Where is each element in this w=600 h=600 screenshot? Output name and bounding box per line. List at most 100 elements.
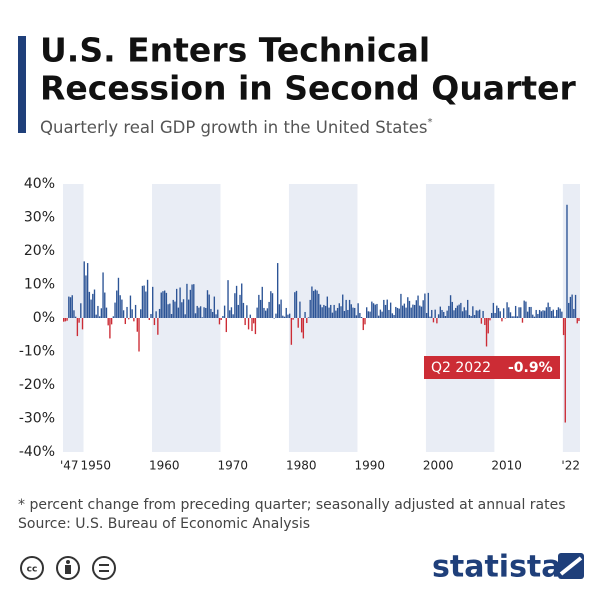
bar [78,318,80,323]
bar [518,307,520,318]
bar [246,305,248,318]
bar [302,318,305,339]
bar [343,310,346,318]
bar [504,318,507,319]
bar [312,290,315,318]
y-tick-label: 10% [24,277,55,293]
bar [345,299,347,318]
subtitle-mark: * [428,117,433,128]
bar [232,314,234,318]
bar [64,318,67,322]
bar [112,316,115,318]
bar [395,306,397,318]
bar [391,313,394,318]
bar [455,307,457,318]
chart-title: Recession in Second Quarter [40,69,577,108]
bar [559,308,561,318]
bar [307,317,310,318]
bar [98,316,101,318]
bar [419,305,421,318]
bar [538,309,541,318]
bar [242,302,245,318]
bar [251,318,253,332]
bar [249,314,251,318]
bar [316,290,318,318]
bar [470,315,472,318]
bar [557,307,560,318]
bar [574,294,577,318]
bar [396,307,399,318]
bar [263,307,265,318]
y-tick-label: -30% [19,411,55,427]
bar [331,312,334,318]
bar [283,316,286,318]
license-icons: cc [20,556,116,580]
bar [417,295,419,318]
bar [398,308,400,318]
bar [288,313,291,318]
brand-logo: statista [432,550,562,585]
bar [152,286,154,318]
y-tick-label: 0% [33,310,55,326]
bar [448,305,450,318]
bar [241,283,243,318]
bar [80,303,82,318]
bar [215,314,217,318]
bar [150,313,152,318]
bar [362,318,364,331]
bar [155,311,157,318]
bar [383,299,385,318]
bar [460,302,462,318]
bar [278,304,281,318]
x-tick-label: 1960 [149,459,180,473]
bar [172,299,174,318]
bar [544,310,546,318]
bar [138,318,140,352]
bar [193,284,195,318]
bar [485,318,488,347]
bar [427,292,430,318]
bar [425,312,428,318]
bar [247,318,250,330]
bar [271,293,274,318]
bar [347,309,349,318]
bar [162,291,164,318]
bar [372,303,375,318]
bar [222,315,224,318]
bar [360,316,363,318]
bar [350,304,352,318]
bar [537,313,539,318]
bar [124,318,126,325]
bar [170,313,173,318]
bar [229,310,231,318]
bar [443,311,445,318]
bar [167,304,169,318]
bar [68,296,70,318]
bar [482,310,484,318]
bar [388,309,390,318]
bar [547,302,549,318]
bar [237,304,239,318]
bar [211,311,214,318]
bar [220,318,222,321]
bar [63,318,65,322]
bar [223,305,226,318]
bar [254,318,257,335]
bar [88,291,91,318]
chart-title: U.S. Enters Technical [40,31,430,70]
bar [413,304,416,318]
bar [497,307,500,318]
x-tick-label: 1970 [217,459,248,473]
bar [352,307,354,318]
bar [81,318,84,330]
bar [468,314,471,318]
bar [342,294,344,318]
bar [177,307,180,318]
bar [364,318,366,325]
bar [408,300,411,318]
bar [336,307,339,318]
bar [174,301,176,318]
bar [530,306,532,318]
bar [444,315,447,318]
